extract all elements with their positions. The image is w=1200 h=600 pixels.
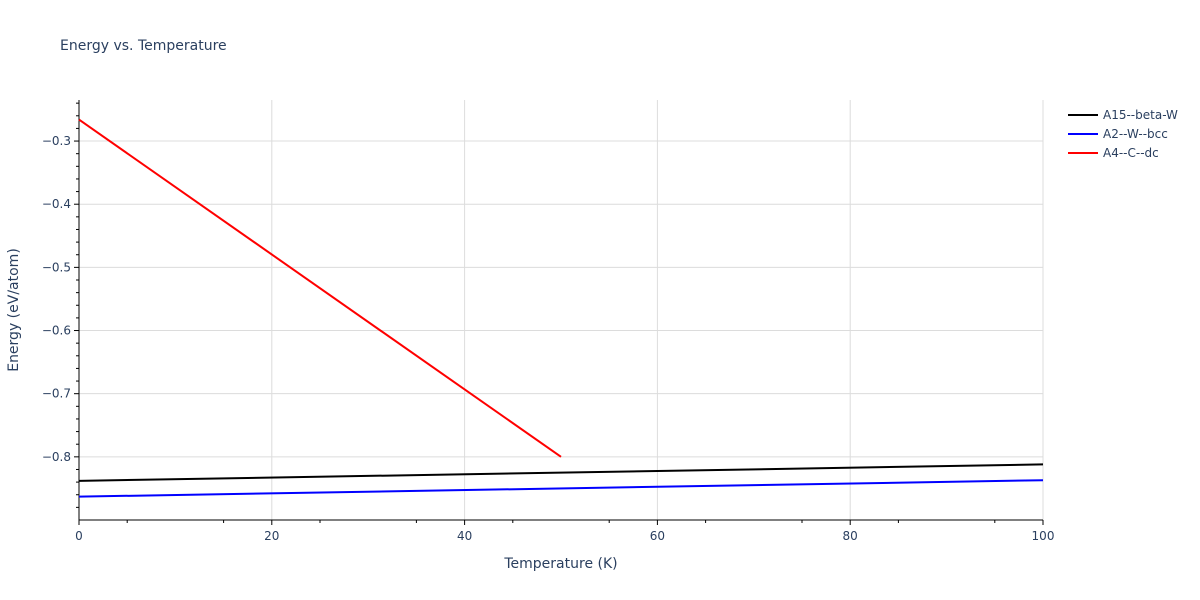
legend-label-a15-beta-w: A15--beta-W — [1103, 108, 1178, 122]
legend-label-a2-w-bcc: A2--W--bcc — [1103, 127, 1168, 141]
x-tick-label: 60 — [650, 529, 665, 543]
x-tick-label: 100 — [1032, 529, 1055, 543]
axes-layer: 0 20 40 60 80 100 −0.8 −0.7 −0.6 −0.5 −0.4 −0.3 — [42, 100, 1055, 543]
y-tick-label: −0.8 — [42, 450, 71, 464]
x-tick-label: 80 — [843, 529, 858, 543]
series-layer — [78, 118, 1044, 498]
x-tick-label: 20 — [264, 529, 279, 543]
y-tick-label: −0.7 — [42, 387, 71, 401]
y-tick-label: −0.6 — [42, 324, 71, 338]
y-tick-label: −0.4 — [42, 197, 71, 211]
x-tick-label: 40 — [457, 529, 472, 543]
x-tick-label: 0 — [75, 529, 83, 543]
series-line-a15-beta-w — [78, 463, 1044, 482]
series-line-a4-c-dc — [78, 118, 562, 458]
chart-title: Energy vs. Temperature — [60, 38, 227, 54]
x-axis-title: Temperature (K) — [503, 556, 617, 572]
y-tick-label: −0.5 — [42, 260, 71, 274]
grid-layer — [79, 100, 1044, 520]
legend: A15--beta-W A2--W--bcc A4--C--dc — [1068, 108, 1178, 160]
series-line-a2-w-bcc — [78, 479, 1044, 498]
y-tick-label: −0.3 — [42, 134, 71, 148]
legend-label-a4-c-dc: A4--C--dc — [1103, 146, 1159, 160]
y-axis-title: Energy (eV/atom) — [6, 248, 22, 372]
